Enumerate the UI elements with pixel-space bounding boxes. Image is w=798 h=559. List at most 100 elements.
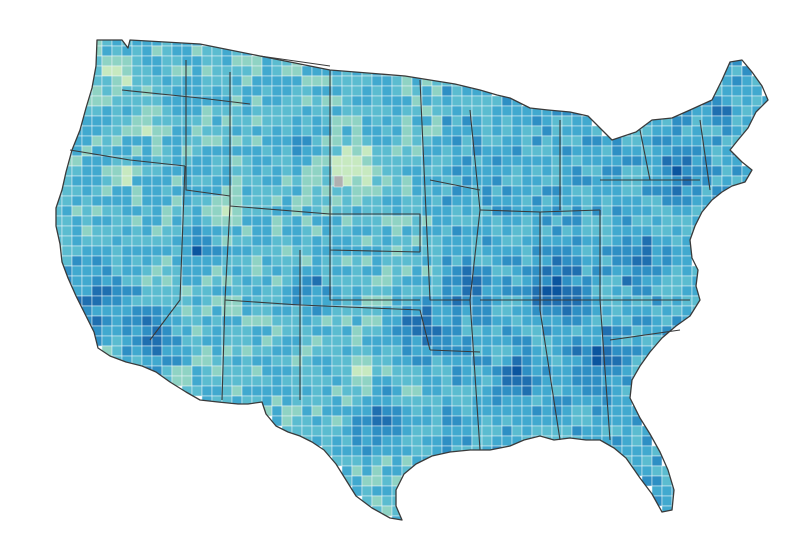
county-cell [391, 225, 403, 237]
county-cell [411, 435, 423, 447]
county-cell [271, 125, 283, 137]
county-cell [501, 335, 513, 347]
county-cell [541, 305, 553, 317]
county-cell [301, 205, 313, 217]
county-cell [231, 365, 243, 377]
county-cell [331, 135, 343, 147]
county-cell [671, 225, 683, 237]
county-cell [181, 115, 193, 127]
county-cell [151, 55, 163, 67]
county-cell [331, 365, 343, 377]
county-cell [601, 425, 613, 437]
us-outline [55, 39, 769, 521]
county-cell [551, 435, 563, 447]
county-cell [361, 195, 373, 207]
county-cell [251, 245, 263, 257]
county-cell [331, 315, 343, 327]
county-cell [551, 225, 563, 237]
county-cell [481, 325, 493, 337]
county-cell [661, 245, 673, 257]
county-cell [141, 325, 153, 337]
county-cell [421, 115, 433, 127]
county-cell [151, 245, 163, 257]
county-cell [561, 325, 573, 337]
county-cell [131, 145, 143, 157]
county-cell [611, 295, 623, 307]
county-cell [651, 325, 663, 337]
county-cell [501, 105, 513, 117]
county-cell [311, 175, 323, 187]
county-cell [531, 345, 543, 357]
county-cell [121, 335, 133, 347]
county-cell [361, 425, 373, 437]
county-cell [721, 135, 733, 147]
county-cell [501, 415, 513, 427]
county-cell [341, 225, 353, 237]
county-cell [381, 85, 393, 97]
county-cell [221, 45, 233, 57]
county-cell [111, 115, 123, 127]
county-cell [61, 245, 73, 257]
county-cell [421, 305, 433, 317]
county-cell [91, 295, 103, 307]
county-cell [251, 55, 263, 67]
county-cell [611, 265, 623, 277]
county-cell [201, 215, 213, 227]
county-cell [251, 115, 263, 127]
county-cell [481, 445, 493, 457]
county-cell [171, 135, 183, 147]
county-cell [181, 55, 193, 67]
county-cell [431, 85, 443, 97]
county-cell [291, 175, 303, 187]
county-cell [311, 325, 323, 337]
county-cell [391, 285, 403, 297]
county-cell [421, 295, 433, 307]
county-cell [381, 275, 393, 287]
county-cell [571, 225, 583, 237]
county-cell [391, 515, 403, 520]
county-cell [101, 245, 113, 257]
county-cell [171, 195, 183, 207]
county-cell [501, 175, 513, 187]
county-cell [461, 315, 473, 327]
county-cell [621, 305, 633, 317]
county-cell [241, 75, 253, 87]
county-cell [191, 55, 203, 67]
county-cell [621, 445, 633, 457]
county-cell [251, 285, 263, 297]
county-cell [291, 135, 303, 147]
county-cell [101, 285, 113, 297]
county-cell [331, 355, 343, 367]
county-cell [121, 325, 133, 337]
county-cell [111, 275, 123, 287]
county-cell [471, 275, 483, 287]
county-cell [471, 285, 483, 297]
county-cell [651, 275, 663, 287]
county-cell [641, 255, 653, 267]
county-cell [311, 435, 323, 447]
county-cell [371, 145, 383, 157]
county-cell [421, 265, 433, 277]
county-cell [481, 235, 493, 247]
county-cell [121, 215, 133, 227]
state-border [185, 60, 231, 197]
county-cell [511, 365, 523, 377]
county-cell [411, 325, 423, 337]
county-cell [341, 255, 353, 267]
county-cell [381, 225, 393, 237]
county-cell [341, 75, 353, 87]
county-cell [391, 155, 403, 167]
county-cell [361, 235, 373, 247]
county-cell [141, 45, 153, 57]
county-cell [161, 255, 173, 267]
county-cell [561, 165, 573, 177]
county-cell [291, 405, 303, 417]
county-cell [111, 215, 123, 227]
county-cell [191, 375, 203, 387]
county-cell [331, 265, 343, 277]
county-cell [481, 375, 493, 387]
county-cell [721, 85, 733, 97]
county-cell [121, 105, 133, 117]
county-cell [211, 135, 223, 147]
